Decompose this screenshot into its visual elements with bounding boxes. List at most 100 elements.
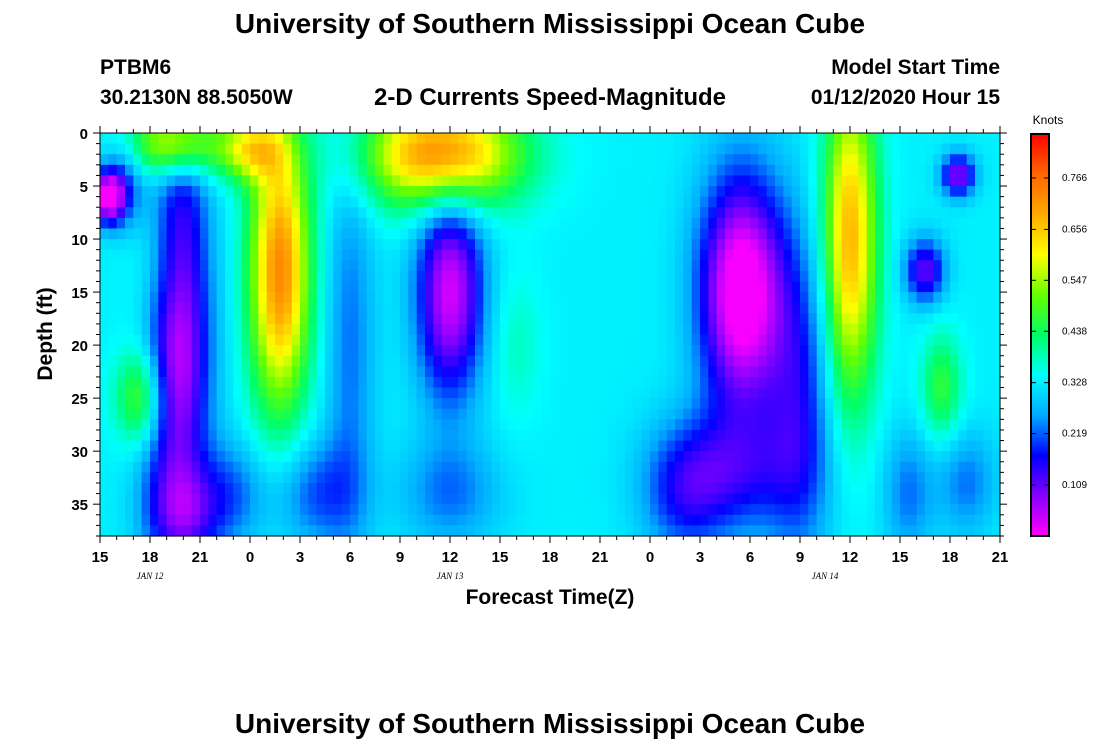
heatmap-cell — [616, 472, 626, 484]
heatmap-cell — [550, 154, 559, 166]
heatmap-cell — [391, 472, 401, 484]
heatmap-cell — [608, 398, 618, 410]
heatmap-cell — [683, 429, 693, 442]
heatmap-cell — [841, 376, 851, 389]
heatmap-cell — [300, 292, 309, 304]
heatmap-cell — [291, 217, 301, 230]
heatmap-cell — [525, 387, 534, 399]
heatmap-cell — [733, 217, 743, 230]
heatmap-cell — [150, 175, 159, 187]
heatmap-cell — [675, 249, 684, 261]
heatmap-cell — [758, 270, 768, 283]
heatmap-cell — [125, 366, 134, 378]
heatmap-cell — [275, 302, 284, 314]
heatmap-cell — [583, 228, 593, 240]
heatmap-cell — [533, 228, 543, 240]
heatmap-cell — [358, 419, 368, 431]
heatmap-cell — [100, 196, 109, 208]
heatmap-cell — [908, 228, 918, 240]
heatmap-cell — [283, 260, 293, 272]
heatmap-cell — [125, 387, 134, 399]
heatmap-cell — [816, 133, 826, 145]
heatmap-cell — [933, 419, 943, 431]
heatmap-cell — [616, 493, 626, 505]
heatmap-cell — [916, 461, 926, 473]
heatmap-cell — [633, 292, 643, 304]
heatmap-cell — [991, 398, 1001, 410]
heatmap-cell — [983, 196, 993, 208]
heatmap-cell — [283, 472, 293, 484]
heatmap-cell — [691, 514, 701, 526]
heatmap-cell — [750, 207, 759, 219]
heatmap-cell — [750, 387, 759, 399]
heatmap-cell — [758, 355, 768, 367]
heatmap-cell — [708, 472, 718, 484]
heatmap-cell — [383, 207, 393, 219]
heatmap-cell — [775, 376, 784, 389]
heatmap-cell — [458, 133, 468, 145]
heatmap-cell — [966, 398, 976, 410]
heatmap-cell — [941, 175, 951, 187]
heatmap-cell — [108, 419, 118, 431]
heatmap-cell — [783, 207, 793, 219]
heatmap-cell — [466, 228, 476, 240]
heatmap-cell — [908, 525, 918, 537]
heatmap-cell — [433, 440, 443, 452]
heatmap-cell — [133, 239, 143, 251]
heatmap-cell — [850, 164, 859, 177]
heatmap-cell — [125, 228, 134, 240]
heatmap-cell — [758, 207, 768, 219]
heatmap-cell — [858, 482, 868, 495]
heatmap-cell — [516, 514, 526, 526]
heatmap-cell — [941, 366, 951, 378]
heatmap-cell — [766, 292, 776, 304]
heatmap-cell — [866, 345, 876, 357]
heatmap-cell — [316, 186, 326, 198]
heatmap-cell — [316, 302, 326, 314]
heatmap-cell — [841, 345, 851, 357]
heatmap-cell — [966, 239, 976, 251]
heatmap-cell — [600, 482, 609, 495]
heatmap-cell — [275, 249, 284, 261]
heatmap-cell — [208, 175, 218, 187]
heatmap-cell — [858, 323, 868, 336]
heatmap-cell — [758, 217, 768, 230]
heatmap-cell — [433, 408, 443, 420]
heatmap-cell — [283, 270, 293, 283]
heatmap-cell — [316, 366, 326, 378]
heatmap-cell — [700, 313, 709, 325]
heatmap-cell — [650, 334, 659, 346]
heatmap-cell — [333, 228, 343, 240]
heatmap-cell — [608, 249, 618, 261]
heatmap-cell — [841, 387, 851, 399]
heatmap-cell — [808, 398, 818, 410]
heatmap-cell — [308, 429, 318, 442]
heatmap-cell — [466, 451, 476, 463]
heatmap-cell — [158, 313, 168, 325]
heatmap-cell — [825, 419, 834, 431]
heatmap-cell — [508, 387, 518, 399]
heatmap-cell — [791, 186, 801, 198]
heatmap-cell — [425, 451, 434, 463]
heatmap-cell — [808, 387, 818, 399]
heatmap-cell — [483, 376, 493, 389]
heatmap-cell — [175, 504, 184, 516]
heatmap-cell — [291, 504, 301, 516]
heatmap-cell — [466, 323, 476, 336]
heatmap-cell — [441, 207, 451, 219]
heatmap-cell — [183, 281, 193, 293]
heatmap-cell — [866, 451, 876, 463]
heatmap-cell — [441, 164, 451, 177]
heatmap-cell — [500, 270, 509, 283]
heatmap-cell — [425, 334, 434, 346]
heatmap-cell — [308, 323, 318, 336]
heatmap-cell — [966, 482, 976, 495]
heatmap-cell — [825, 228, 834, 240]
heatmap-cell — [341, 249, 351, 261]
heatmap-cell — [275, 281, 284, 293]
heatmap-cell — [691, 249, 701, 261]
heatmap-cell — [700, 504, 709, 516]
heatmap-cell — [575, 143, 584, 155]
heatmap-cell — [775, 239, 784, 251]
heatmap-cell — [325, 186, 334, 198]
